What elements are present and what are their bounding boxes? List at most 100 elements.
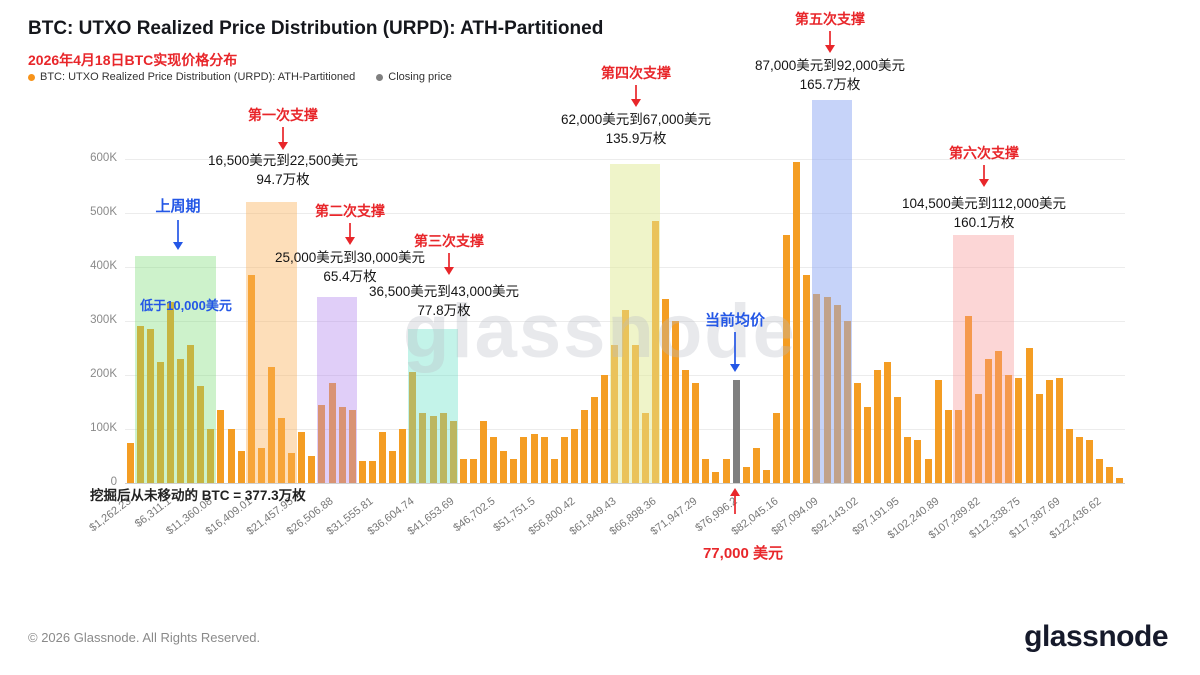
- bar: [379, 431, 387, 483]
- bar: [298, 431, 306, 483]
- support3-arrow-icon: [442, 253, 456, 275]
- region-support-1: [246, 202, 297, 483]
- bar: [267, 366, 275, 483]
- bar: [742, 466, 750, 483]
- bar: [429, 415, 437, 483]
- bar: [995, 350, 1003, 483]
- bar: [419, 412, 427, 483]
- bar: [874, 369, 882, 483]
- region-support-5: [811, 99, 853, 483]
- bar: [985, 358, 993, 483]
- bar: [136, 326, 144, 483]
- bar: [126, 442, 134, 483]
- legend: BTC: UTXO Realized Price Distribution (U…: [28, 71, 470, 83]
- legend-item-closing: Closing price: [376, 71, 452, 83]
- bar: [409, 372, 417, 483]
- bar: [661, 299, 669, 483]
- support6-range: 104,500美元到112,000美元 160.1万枚: [901, 196, 1067, 230]
- closing-price-dot-icon: [376, 73, 384, 81]
- bar: [672, 321, 679, 483]
- bar: [702, 458, 710, 483]
- bar: [722, 458, 730, 483]
- bar: [368, 461, 376, 483]
- bar: [1045, 380, 1053, 483]
- support5-label: 第五次支撑: [795, 11, 865, 27]
- below-10k-label: 低于10,000美元: [140, 298, 232, 313]
- bar: [480, 420, 488, 483]
- bar: [752, 447, 760, 483]
- bar: [156, 361, 164, 483]
- support3-label: 第三次支撑: [414, 233, 484, 249]
- bar: [207, 429, 215, 483]
- price-77k-arrow-icon: [728, 488, 742, 514]
- bar: [510, 458, 518, 483]
- bar: [439, 412, 447, 483]
- bar: [560, 437, 568, 483]
- support4-arrow-icon: [629, 85, 643, 107]
- support3-range: 36,500美元到43,000美元 77.8万枚: [368, 284, 520, 318]
- y-axis-tick-label: 200K: [90, 368, 117, 380]
- bar: [520, 437, 528, 483]
- bar: [187, 345, 195, 483]
- bar: [459, 458, 467, 483]
- copyright-text: © 2026 Glassnode. All Rights Reserved.: [28, 630, 261, 645]
- bar: [530, 434, 538, 483]
- bar: [601, 375, 609, 483]
- bar: [358, 461, 366, 483]
- bar: [853, 383, 861, 483]
- bar: [692, 383, 700, 483]
- bar: [146, 329, 154, 483]
- bar: [682, 369, 690, 483]
- bar: [217, 410, 225, 483]
- bar: [278, 418, 286, 483]
- bar: [237, 450, 245, 483]
- bar: [540, 437, 548, 483]
- unmoved-btc-note: 挖掘后从未移动的 BTC = 377.3万枚: [90, 488, 306, 503]
- urpd-series-dot-icon: [28, 73, 35, 81]
- bar: [954, 410, 962, 483]
- bar: [1005, 375, 1013, 483]
- gridline: [125, 159, 1125, 160]
- bar: [328, 383, 336, 483]
- support2-arrow-icon: [343, 223, 357, 245]
- closing-price-bar: [732, 380, 740, 483]
- bar: [964, 315, 972, 483]
- bar: [389, 450, 397, 483]
- bar: [1055, 377, 1063, 483]
- bar: [904, 437, 912, 483]
- y-axis-tick-label: 400K: [90, 260, 117, 272]
- bar: [762, 469, 770, 483]
- bar: [934, 380, 942, 483]
- support1-label: 第一次支撑: [248, 107, 318, 123]
- bar: [500, 450, 508, 483]
- bar: [944, 410, 952, 483]
- bar: [469, 458, 477, 483]
- bar: [773, 412, 780, 483]
- bar: [449, 420, 457, 483]
- bar: [166, 302, 174, 483]
- support6-label: 第六次支撑: [949, 145, 1019, 161]
- chart-title: BTC: UTXO Realized Price Distribution (U…: [28, 18, 604, 39]
- bar: [863, 407, 871, 483]
- bar: [1076, 437, 1084, 483]
- urpd-legend-label: BTC: UTXO Realized Price Distribution (U…: [40, 71, 356, 83]
- bar: [550, 458, 558, 483]
- prev-cycle-arrow-icon: [171, 220, 185, 250]
- bar: [308, 456, 316, 483]
- bar: [975, 393, 983, 483]
- bar: [570, 429, 578, 483]
- support4-range: 62,000美元到67,000美元 135.9万枚: [560, 112, 712, 146]
- bar: [924, 458, 932, 483]
- bar: [399, 429, 407, 483]
- chart-subtitle: 2026年4月18日BTC实现价格分布: [28, 52, 238, 68]
- region-below-10k: [135, 256, 216, 483]
- bar: [1015, 377, 1023, 483]
- y-axis-tick-label: 600K: [90, 152, 117, 164]
- support5-range: 87,000美元到92,000美元 165.7万枚: [754, 58, 906, 92]
- region-support-2: [316, 296, 358, 483]
- bar: [490, 437, 498, 483]
- bar: [1106, 466, 1114, 483]
- bar: [257, 447, 265, 483]
- bar: [288, 453, 296, 483]
